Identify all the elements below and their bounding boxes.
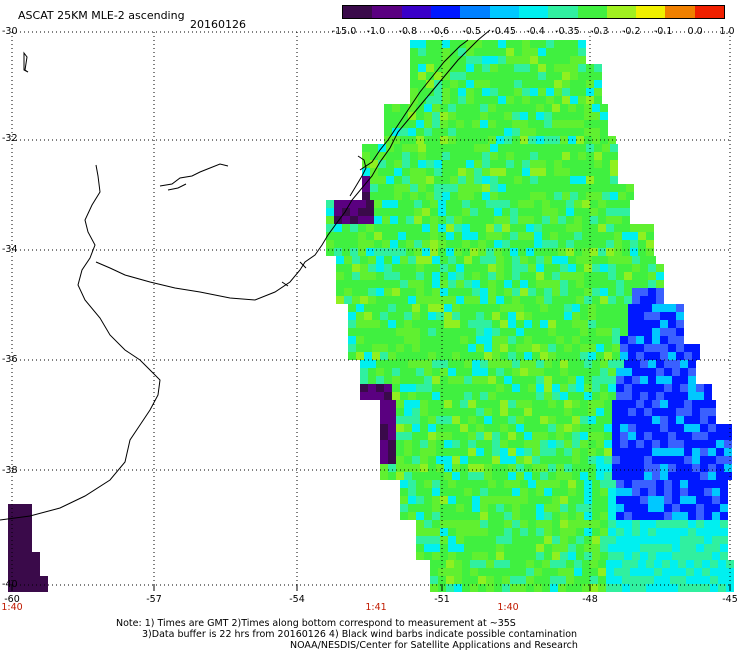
x-axis-label-2: -54 xyxy=(289,594,305,605)
time-label-0: 1:40 xyxy=(1,602,23,613)
y-axis-label-4: -38 xyxy=(2,465,18,476)
colorbar-label: -0.8 xyxy=(398,26,418,37)
colorbar-swatch xyxy=(518,6,549,18)
colorbar-label: -0.3 xyxy=(590,26,609,37)
colorbar-label: 1.0 xyxy=(719,26,735,37)
time-label-2: 1:40 xyxy=(497,602,519,613)
x-axis-label-3: -51 xyxy=(434,594,450,605)
colorbar-label: -0.2 xyxy=(621,26,641,37)
colorbar-swatch xyxy=(430,6,461,18)
y-axis-label-0: -30 xyxy=(2,26,18,37)
argentina-coast xyxy=(0,164,161,521)
colorbar-label: -1.0 xyxy=(366,26,386,37)
colorbar-swatch xyxy=(460,6,490,18)
colorbar-swatch xyxy=(548,6,578,18)
colorbar-label: -0.35 xyxy=(555,26,580,37)
patos-lagoon xyxy=(349,39,469,197)
axis-ticks xyxy=(11,585,731,591)
colorbar-swatch xyxy=(606,6,637,18)
header-date: 20160126 xyxy=(190,18,246,31)
colorbar-swatch xyxy=(665,6,695,18)
colorbar-label: -0.5 xyxy=(462,26,481,37)
y-axis-label-2: -34 xyxy=(2,244,18,255)
uruguay-coast xyxy=(95,29,491,301)
x-axis-label-0: -60 xyxy=(4,594,20,605)
colorbar-swatch xyxy=(577,6,607,18)
colorbar-swatch xyxy=(372,6,402,18)
footer-credit: NOAA/NESDIS/Center for Satellite Applica… xyxy=(290,640,578,651)
y-axis-label-3: -36 xyxy=(2,354,18,365)
y-axis-label-5: -40 xyxy=(2,579,18,590)
colorbar-swatch xyxy=(694,6,725,18)
x-axis-label-1: -57 xyxy=(146,594,162,605)
colorbar-label: -0.4 xyxy=(526,26,545,37)
footer-note-line1: Note: 1) Times are GMT 2)Times along bot… xyxy=(116,618,516,629)
colorbar-label: -0.1 xyxy=(653,26,673,37)
footer-note-line2: 3)Data buffer is 22 hrs from 20160126 4)… xyxy=(142,629,578,640)
colorbar-swatch xyxy=(636,6,666,18)
x-axis-label-5: -45 xyxy=(722,594,738,605)
header-title: ASCAT 25KM MLE-2 ascending xyxy=(18,9,185,22)
colorbar xyxy=(342,5,725,19)
y-axis-label-1: -32 xyxy=(2,133,18,144)
grid-lines xyxy=(11,31,731,586)
x-axis-label-4: -48 xyxy=(582,594,598,605)
coastline xyxy=(0,29,491,521)
colorbar-label: -0.45 xyxy=(491,26,516,37)
colorbar-label: -0.6 xyxy=(430,26,450,37)
colorbar-label: 0.0 xyxy=(687,26,703,37)
colorbar-swatch xyxy=(489,6,519,18)
lagoon-coast xyxy=(159,163,307,287)
colorbar-swatch xyxy=(401,6,431,18)
colorbar-swatch xyxy=(343,6,373,18)
island xyxy=(23,51,29,73)
time-label-1: 1:41 xyxy=(365,602,387,613)
satellite-swath xyxy=(8,40,734,592)
